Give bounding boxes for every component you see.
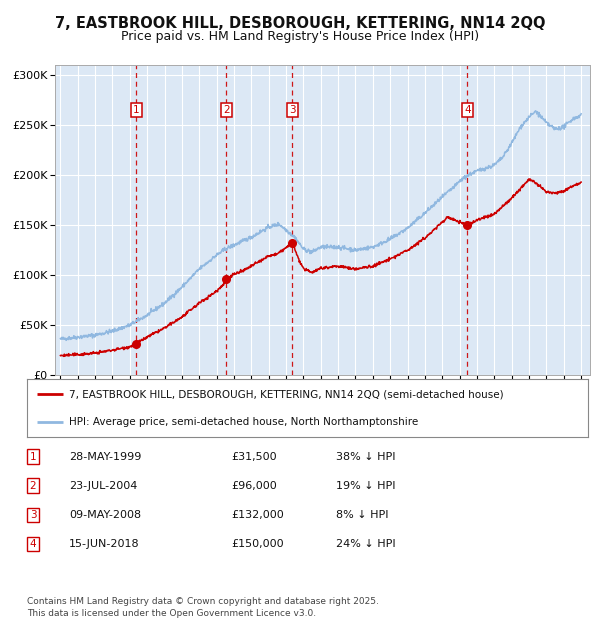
Text: HPI: Average price, semi-detached house, North Northamptonshire: HPI: Average price, semi-detached house,…	[69, 417, 418, 427]
Text: 28-MAY-1999: 28-MAY-1999	[69, 451, 142, 462]
Text: £96,000: £96,000	[231, 480, 277, 491]
Text: 8% ↓ HPI: 8% ↓ HPI	[336, 510, 389, 520]
Text: Contains HM Land Registry data © Crown copyright and database right 2025.
This d: Contains HM Land Registry data © Crown c…	[27, 597, 379, 618]
Text: 3: 3	[29, 510, 37, 520]
Text: 09-MAY-2008: 09-MAY-2008	[69, 510, 141, 520]
Text: 4: 4	[464, 105, 471, 115]
Text: £150,000: £150,000	[231, 539, 284, 549]
Text: 1: 1	[29, 451, 37, 462]
Text: 4: 4	[29, 539, 37, 549]
Text: £31,500: £31,500	[231, 451, 277, 462]
Text: 2: 2	[223, 105, 229, 115]
Text: 24% ↓ HPI: 24% ↓ HPI	[336, 539, 395, 549]
Text: 7, EASTBROOK HILL, DESBOROUGH, KETTERING, NN14 2QQ: 7, EASTBROOK HILL, DESBOROUGH, KETTERING…	[55, 16, 545, 30]
Text: 23-JUL-2004: 23-JUL-2004	[69, 480, 137, 491]
Text: £132,000: £132,000	[231, 510, 284, 520]
Text: 7, EASTBROOK HILL, DESBOROUGH, KETTERING, NN14 2QQ (semi-detached house): 7, EASTBROOK HILL, DESBOROUGH, KETTERING…	[69, 389, 504, 399]
Text: 3: 3	[289, 105, 296, 115]
Text: 38% ↓ HPI: 38% ↓ HPI	[336, 451, 395, 462]
Text: 1: 1	[133, 105, 140, 115]
Text: 19% ↓ HPI: 19% ↓ HPI	[336, 480, 395, 491]
Text: Price paid vs. HM Land Registry's House Price Index (HPI): Price paid vs. HM Land Registry's House …	[121, 30, 479, 43]
Text: 2: 2	[29, 480, 37, 491]
Text: 15-JUN-2018: 15-JUN-2018	[69, 539, 140, 549]
